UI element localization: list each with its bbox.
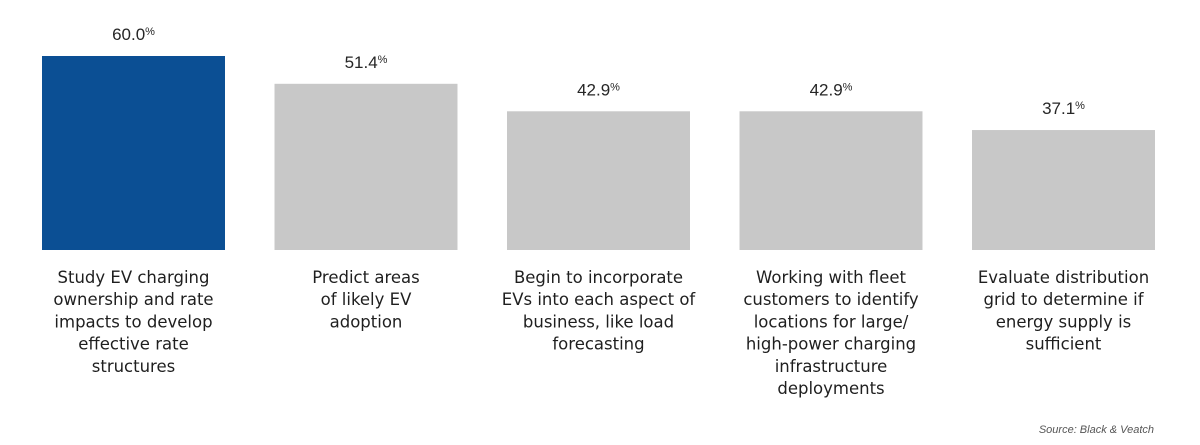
bar-2 (274, 83, 458, 250)
bar-1 (42, 56, 225, 250)
category-label-3: Begin to incorporate EVs into each aspect… (502, 268, 697, 354)
category-label-5: Evaluate distribution grid to determine i… (978, 268, 1149, 354)
category-label-4: Working with fleet customers to identify l… (743, 268, 919, 398)
bar-5 (972, 130, 1155, 250)
bar-4 (739, 111, 923, 250)
category-label-2: Predict areas of likely EV adoption (312, 268, 419, 331)
bar-1-value-label: 60.0% (112, 25, 155, 44)
bar-3-value-label: 42.9% (577, 80, 620, 99)
bar-2-value-label: 51.4% (345, 53, 388, 72)
bar-5-value-label: 37.1% (1042, 99, 1085, 118)
bar-3 (507, 111, 690, 250)
bar-4-value-label: 42.9% (810, 80, 853, 99)
category-label-1: Study EV charging ownership and rate impac… (53, 268, 213, 376)
source-note: Source: Black & Veatch (1038, 424, 1154, 436)
